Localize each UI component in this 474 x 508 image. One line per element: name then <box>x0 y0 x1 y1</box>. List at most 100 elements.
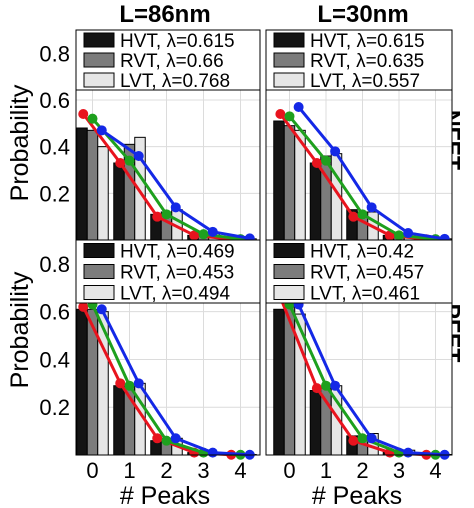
column-title-right: L=30nm <box>317 1 408 28</box>
fit-point-lvt-2 <box>366 433 377 444</box>
x-tick-label: 3 <box>393 458 405 483</box>
bar-hvt-1 <box>309 390 322 456</box>
x-tick-label: 2 <box>356 458 368 483</box>
y-tick-label: 0.8 <box>39 41 70 66</box>
plot-border <box>265 239 453 456</box>
fit-point-rvt-2 <box>161 209 172 220</box>
bar-lvt-0 <box>97 146 109 241</box>
fit-point-lvt-1 <box>330 380 341 391</box>
legend-swatch-rvt <box>83 52 115 68</box>
plot-border <box>75 239 261 456</box>
fit-point-lvt-3 <box>403 228 414 238</box>
bar-hvt-1 <box>113 385 125 456</box>
fit-point-rvt-0 <box>87 113 98 124</box>
legend-entry-lvt: LVT, λ=0.461 <box>310 284 420 305</box>
fit-point-lvt-0 <box>96 304 107 315</box>
fit-point-lvt-2 <box>366 202 377 213</box>
bar-hvt-1 <box>113 162 125 241</box>
legend-swatch-hvt <box>83 243 115 258</box>
fit-point-rvt-3 <box>198 229 209 240</box>
legend-entry-lvt: LVT, λ=0.494 <box>120 284 230 305</box>
fit-point-rvt-0 <box>284 111 295 122</box>
legend-swatch-hvt <box>273 32 305 48</box>
fit-point-hvt-1 <box>115 158 126 168</box>
legend-swatch-hvt <box>273 243 305 258</box>
bar-rvt-0 <box>283 125 296 241</box>
fit-point-hvt-0 <box>78 301 89 312</box>
fit-point-hvt-2 <box>348 211 359 222</box>
fit-point-rvt-3 <box>394 230 404 241</box>
y-tick-label: 0.6 <box>39 88 70 113</box>
y-axis-label-top: Probability <box>6 84 34 201</box>
column-title-left: L=86nm <box>119 1 210 28</box>
x-tick-label: 0 <box>283 458 295 483</box>
legend-swatch-lvt <box>83 285 115 300</box>
legend-swatch-hvt <box>83 32 115 48</box>
fit-point-hvt-2 <box>348 435 359 446</box>
fit-point-rvt-2 <box>357 209 368 220</box>
legend-entry-hvt: HVT, λ=0.469 <box>120 242 235 263</box>
legend-entry-rvt: RVT, λ=0.66 <box>120 51 224 72</box>
fit-point-rvt-1 <box>321 155 331 166</box>
legend-swatch-rvt <box>273 52 305 68</box>
legend-swatch-lvt <box>83 72 115 88</box>
legend-entry-rvt: RVT, λ=0.457 <box>310 263 424 284</box>
legend-entry-lvt: LVT, λ=0.768 <box>120 71 230 92</box>
fit-point-lvt-3 <box>403 447 414 458</box>
fit-point-lvt-2 <box>170 202 181 213</box>
legend-entry-rvt: RVT, λ=0.453 <box>120 263 234 284</box>
fit-point-rvt-2 <box>357 433 368 444</box>
x-tick-label: 1 <box>123 458 135 483</box>
legend-swatch-rvt <box>273 264 305 279</box>
fit-point-lvt-3 <box>207 226 218 237</box>
x-tick-label: 4 <box>234 458 246 483</box>
x-tick-label: 2 <box>160 458 172 483</box>
fit-point-rvt-2 <box>161 435 172 446</box>
bar-hvt-0 <box>76 127 88 241</box>
fit-point-rvt-1 <box>321 380 331 391</box>
fit-point-lvt-0 <box>293 102 304 112</box>
fit-point-hvt-0 <box>275 109 286 119</box>
legend-entry-hvt: HVT, λ=0.615 <box>310 31 425 52</box>
y-tick-label: 0.2 <box>39 395 70 420</box>
fit-point-hvt-2 <box>152 433 163 444</box>
y-tick-label: 0.2 <box>39 181 70 206</box>
fit-point-rvt-1 <box>124 380 135 391</box>
fit-point-hvt-2 <box>152 211 163 222</box>
fit-point-hvt-1 <box>311 383 322 394</box>
legend-entry-hvt: HVT, λ=0.42 <box>310 242 414 263</box>
fit-point-lvt-0 <box>96 125 107 136</box>
legend-swatch-rvt <box>83 264 115 279</box>
legend-entry-hvt: HVT, λ=0.615 <box>120 31 235 52</box>
fit-point-hvt-3 <box>189 230 200 241</box>
x-tick-label: 0 <box>86 458 98 483</box>
bar-hvt-1 <box>309 162 322 241</box>
y-tick-label: 0.8 <box>39 252 70 277</box>
x-tick-label: 4 <box>429 458 441 483</box>
bar-hvt-0 <box>273 308 285 456</box>
fit-point-rvt-1 <box>124 155 135 166</box>
x-tick-label: 1 <box>320 458 332 483</box>
fit-point-hvt-1 <box>311 158 322 168</box>
fit-point-lvt-1 <box>133 378 144 389</box>
y-axis-label-bottom: Probability <box>6 271 34 388</box>
bar-rvt-0 <box>86 129 99 241</box>
x-axis-label-right: # Peaks <box>312 482 402 508</box>
fit-point-lvt-1 <box>330 146 341 157</box>
fit-point-lvt-3 <box>207 447 218 458</box>
legend-swatch-lvt <box>273 285 305 300</box>
legend-swatch-lvt <box>273 72 305 88</box>
fit-point-lvt-1 <box>133 151 144 161</box>
fit-point-lvt-2 <box>170 433 181 444</box>
bar-hvt-0 <box>76 308 88 456</box>
bar-hvt-0 <box>273 120 285 241</box>
legend-entry-rvt: RVT, λ=0.635 <box>310 51 424 72</box>
y-tick-label: 0.4 <box>39 135 70 160</box>
y-tick-label: 0.6 <box>39 300 70 325</box>
y-tick-label: 0.4 <box>39 347 70 372</box>
